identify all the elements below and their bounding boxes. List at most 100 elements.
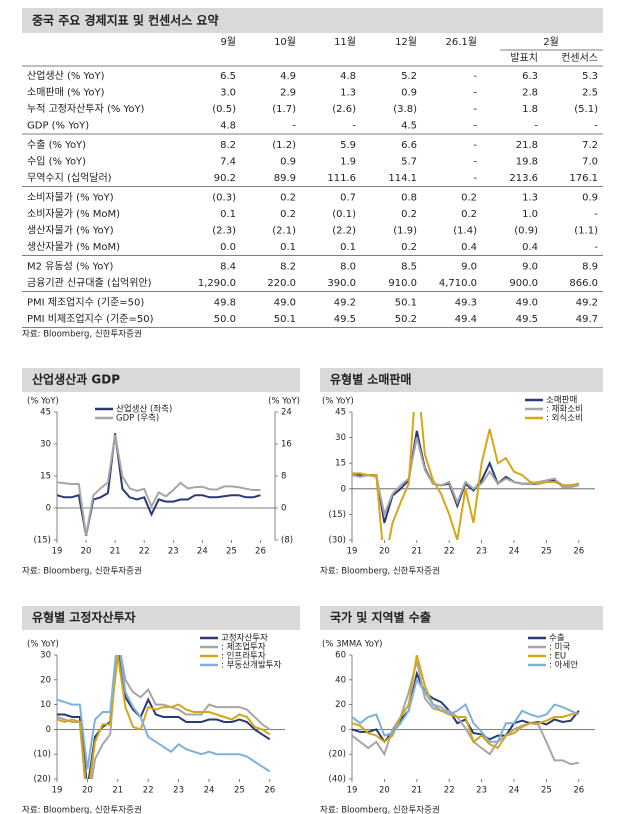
legend-label: 수출 (549, 633, 565, 644)
column-header: 11월 (334, 36, 356, 48)
cell: - (473, 121, 477, 132)
cell: - (534, 121, 538, 132)
column-header: 26.1월 (446, 36, 477, 48)
cell: 2.5 (582, 88, 598, 99)
cell: (1.2) (272, 140, 296, 151)
legend-label: 고정자산투자 (221, 633, 268, 644)
chart-title-bar (22, 606, 300, 630)
cell: 1.0 (522, 209, 538, 220)
chart-source: 자료: Bloomberg, 신한투자증권 (22, 566, 142, 577)
header-bar (22, 8, 603, 33)
cell: (1.9) (393, 226, 417, 237)
x-tick-label: 22 (444, 547, 455, 557)
cell: 49.3 (455, 298, 477, 309)
x-tick-label: 22 (139, 547, 150, 557)
y-tick-label: 40 (335, 675, 346, 685)
x-tick-label: 23 (476, 786, 487, 796)
cell: (3.8) (393, 104, 417, 115)
cell: 8.2 (220, 140, 236, 151)
cell: (2.6) (332, 104, 356, 115)
legend-label: : 제조업투자 (221, 643, 266, 653)
cell: 3.0 (220, 88, 236, 99)
row-label: GDP (% YoY) (27, 121, 89, 132)
x-tick-label: 26 (573, 786, 584, 796)
y-tick-label: 0 (46, 504, 51, 514)
cell: 910.0 (388, 278, 417, 289)
cell: 220.0 (267, 278, 296, 289)
cell: (0.3) (212, 193, 236, 204)
cell: 49.2 (334, 298, 356, 309)
y2-tick-label: 16 (281, 440, 292, 450)
cell: 111.6 (327, 173, 356, 184)
cell: 49.0 (516, 298, 538, 309)
legend-label: : EU (549, 652, 566, 662)
column-header: 2월 (543, 36, 559, 48)
y-axis-label: (% YoY) (27, 640, 59, 650)
x-tick-label: 21 (110, 547, 121, 557)
cell: 50.1 (274, 314, 296, 325)
cell: (0.5) (212, 104, 236, 115)
table-source: 자료: Bloomberg, 신한투자증권 (22, 329, 142, 340)
y2-tick-label: (8) (281, 536, 293, 546)
cell: 0.2 (401, 209, 417, 220)
cell: (0.1) (332, 209, 356, 220)
cell: 49.7 (576, 314, 598, 325)
cell: 4,710.0 (439, 278, 477, 289)
series-line (57, 434, 261, 536)
cell: - (473, 157, 477, 168)
y-tick-label: (10) (34, 750, 51, 760)
cell: 0.7 (340, 193, 356, 204)
cell: 4.8 (340, 71, 356, 82)
cell: 0.1 (340, 242, 356, 253)
x-tick-label: 22 (444, 786, 455, 796)
series-line (57, 433, 261, 536)
y-axis-label: (% YoY) (322, 397, 354, 407)
x-tick-label: 25 (541, 547, 552, 557)
cell: - (473, 88, 477, 99)
cell: - (594, 209, 598, 220)
cell: 0.2 (280, 193, 296, 204)
cell: - (473, 173, 477, 184)
cell: 8.2 (280, 262, 296, 273)
chart-title-bar (22, 368, 300, 392)
chart-source: 자료: Bloomberg, 신한투자증권 (320, 805, 440, 814)
x-tick-label: 20 (379, 786, 390, 796)
cell: - (473, 140, 477, 151)
row-label: 소비자물가 (% MoM) (27, 208, 120, 220)
y-tick-label: (15) (329, 510, 346, 520)
x-tick-label: 24 (509, 547, 520, 557)
legend-label: : 인프라투자 (221, 651, 266, 662)
y-axis-label: (% YoY) (27, 397, 59, 407)
cell: 7.0 (582, 157, 598, 168)
cell: (2.2) (332, 226, 356, 237)
cell: (1.7) (272, 104, 296, 115)
cell: 6.5 (220, 71, 236, 82)
cell: 0.0 (220, 242, 236, 253)
x-tick-label: 26 (264, 786, 275, 796)
x-tick-label: 26 (255, 547, 266, 557)
cell: 900.0 (509, 278, 538, 289)
y-tick-label: 20 (335, 700, 346, 710)
x-tick-label: 23 (173, 786, 184, 796)
cell: 5.2 (401, 71, 417, 82)
row-label: 무역수지 (십억달러) (27, 172, 112, 184)
legend-label: : 재화소비 (546, 405, 583, 415)
column-header: 12월 (395, 36, 417, 48)
cell: 0.9 (582, 193, 598, 204)
cell: 5.7 (401, 157, 417, 168)
cell: (2.3) (212, 226, 236, 237)
x-tick-label: 23 (168, 547, 179, 557)
cell: - (594, 242, 598, 253)
x-tick-label: 20 (379, 547, 390, 557)
cell: 0.2 (461, 193, 477, 204)
x-tick-label: 20 (82, 786, 93, 796)
cell: 49.5 (334, 314, 356, 325)
cell: 0.8 (401, 193, 417, 204)
x-tick-label: 25 (226, 547, 237, 557)
cell: 0.2 (280, 209, 296, 220)
cell: 49.2 (576, 298, 598, 309)
cell: 1.3 (522, 193, 538, 204)
cell: 50.2 (395, 314, 417, 325)
y-tick-label: 30 (335, 433, 346, 443)
row-label: 생산자물가 (% YoY) (27, 225, 114, 237)
